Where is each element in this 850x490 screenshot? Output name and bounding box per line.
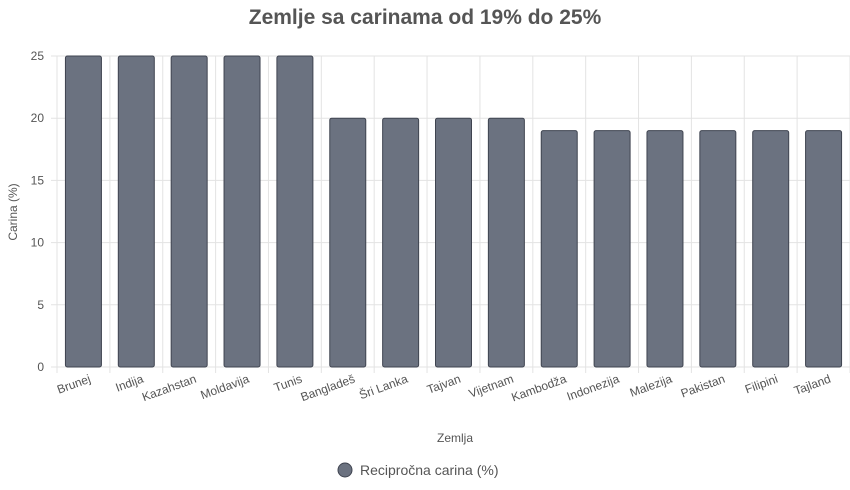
bar[interactable]: Moldavija: 25 [223, 55, 261, 368]
x-tick-label: Moldavija [199, 372, 252, 403]
x-tick-label: Tajland [792, 372, 833, 398]
x-tick-label: Filipini [743, 372, 780, 397]
y-tick-label: 20 [31, 111, 45, 125]
y-axis-ticks: 0 5 10 15 20 25 [31, 49, 45, 374]
x-tick-label: Indonezija [565, 372, 622, 404]
bar[interactable]: Tunis: 25 [276, 55, 314, 368]
x-tick-label: Kambodža [510, 372, 569, 405]
y-tick-label: 0 [37, 360, 44, 374]
bars: Brunej: 25 Indija: 25 Kazahstan: 25 Moldavi… [64, 55, 843, 368]
bar[interactable]: Pakistan: 19 [699, 130, 737, 368]
bar[interactable]: Bangladeš: 20 [329, 117, 367, 368]
bar[interactable]: Malezija: 19 [646, 130, 684, 368]
bar[interactable]: Kazahstan: 25 [170, 55, 208, 368]
bar[interactable]: Šri Lanka: 20 [382, 117, 420, 368]
x-tick-label: Pakistan [679, 372, 727, 401]
bar[interactable]: Brunej: 25 [64, 55, 102, 368]
x-tick-label: Brunej [55, 372, 92, 397]
x-tick-label: Malezija [628, 372, 674, 400]
legend-swatch [337, 462, 353, 478]
bar[interactable]: Filipini: 19 [752, 130, 790, 368]
legend[interactable]: Recipročna carina (%) [337, 462, 499, 478]
legend-label: Recipročna carina (%) [360, 462, 499, 478]
x-tick-label: Kazahstan [140, 372, 198, 405]
y-tick-label: 10 [31, 236, 45, 250]
chart-title: Zemlje sa carinama od 19% do 25% [248, 6, 602, 29]
bar[interactable]: Vijetnam: 20 [487, 117, 525, 368]
x-axis-title: Zemlja [437, 431, 473, 445]
y-tick-label: 5 [37, 298, 44, 312]
bar[interactable]: Tajvan: 20 [435, 117, 472, 368]
x-tick-label: Tajvan [425, 372, 462, 397]
x-tick-label: Vijetnam [467, 372, 515, 401]
y-tick-label: 25 [31, 49, 45, 63]
bar[interactable]: Tajland: 19 [805, 130, 843, 368]
y-axis-title: Carina (%) [6, 183, 20, 240]
x-tick-label: Šri Lanka [357, 371, 410, 403]
bar[interactable]: Indonezija: 19 [593, 130, 631, 368]
bar[interactable]: Indija: 25 [117, 55, 155, 368]
y-tick-label: 15 [31, 173, 45, 187]
bar[interactable]: Kambodža: 19 [540, 130, 578, 368]
x-tick-label: Bangladeš [299, 372, 357, 405]
